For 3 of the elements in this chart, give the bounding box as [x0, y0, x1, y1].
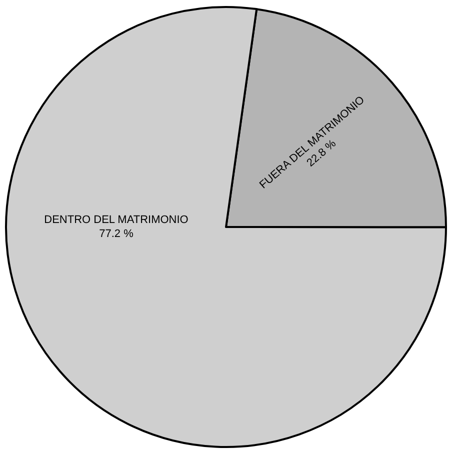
pie-slice	[5, 6, 447, 448]
slice-label: DENTRO DEL MATRIMONIO	[44, 214, 189, 226]
data-label: 77.2 %	[99, 228, 134, 240]
